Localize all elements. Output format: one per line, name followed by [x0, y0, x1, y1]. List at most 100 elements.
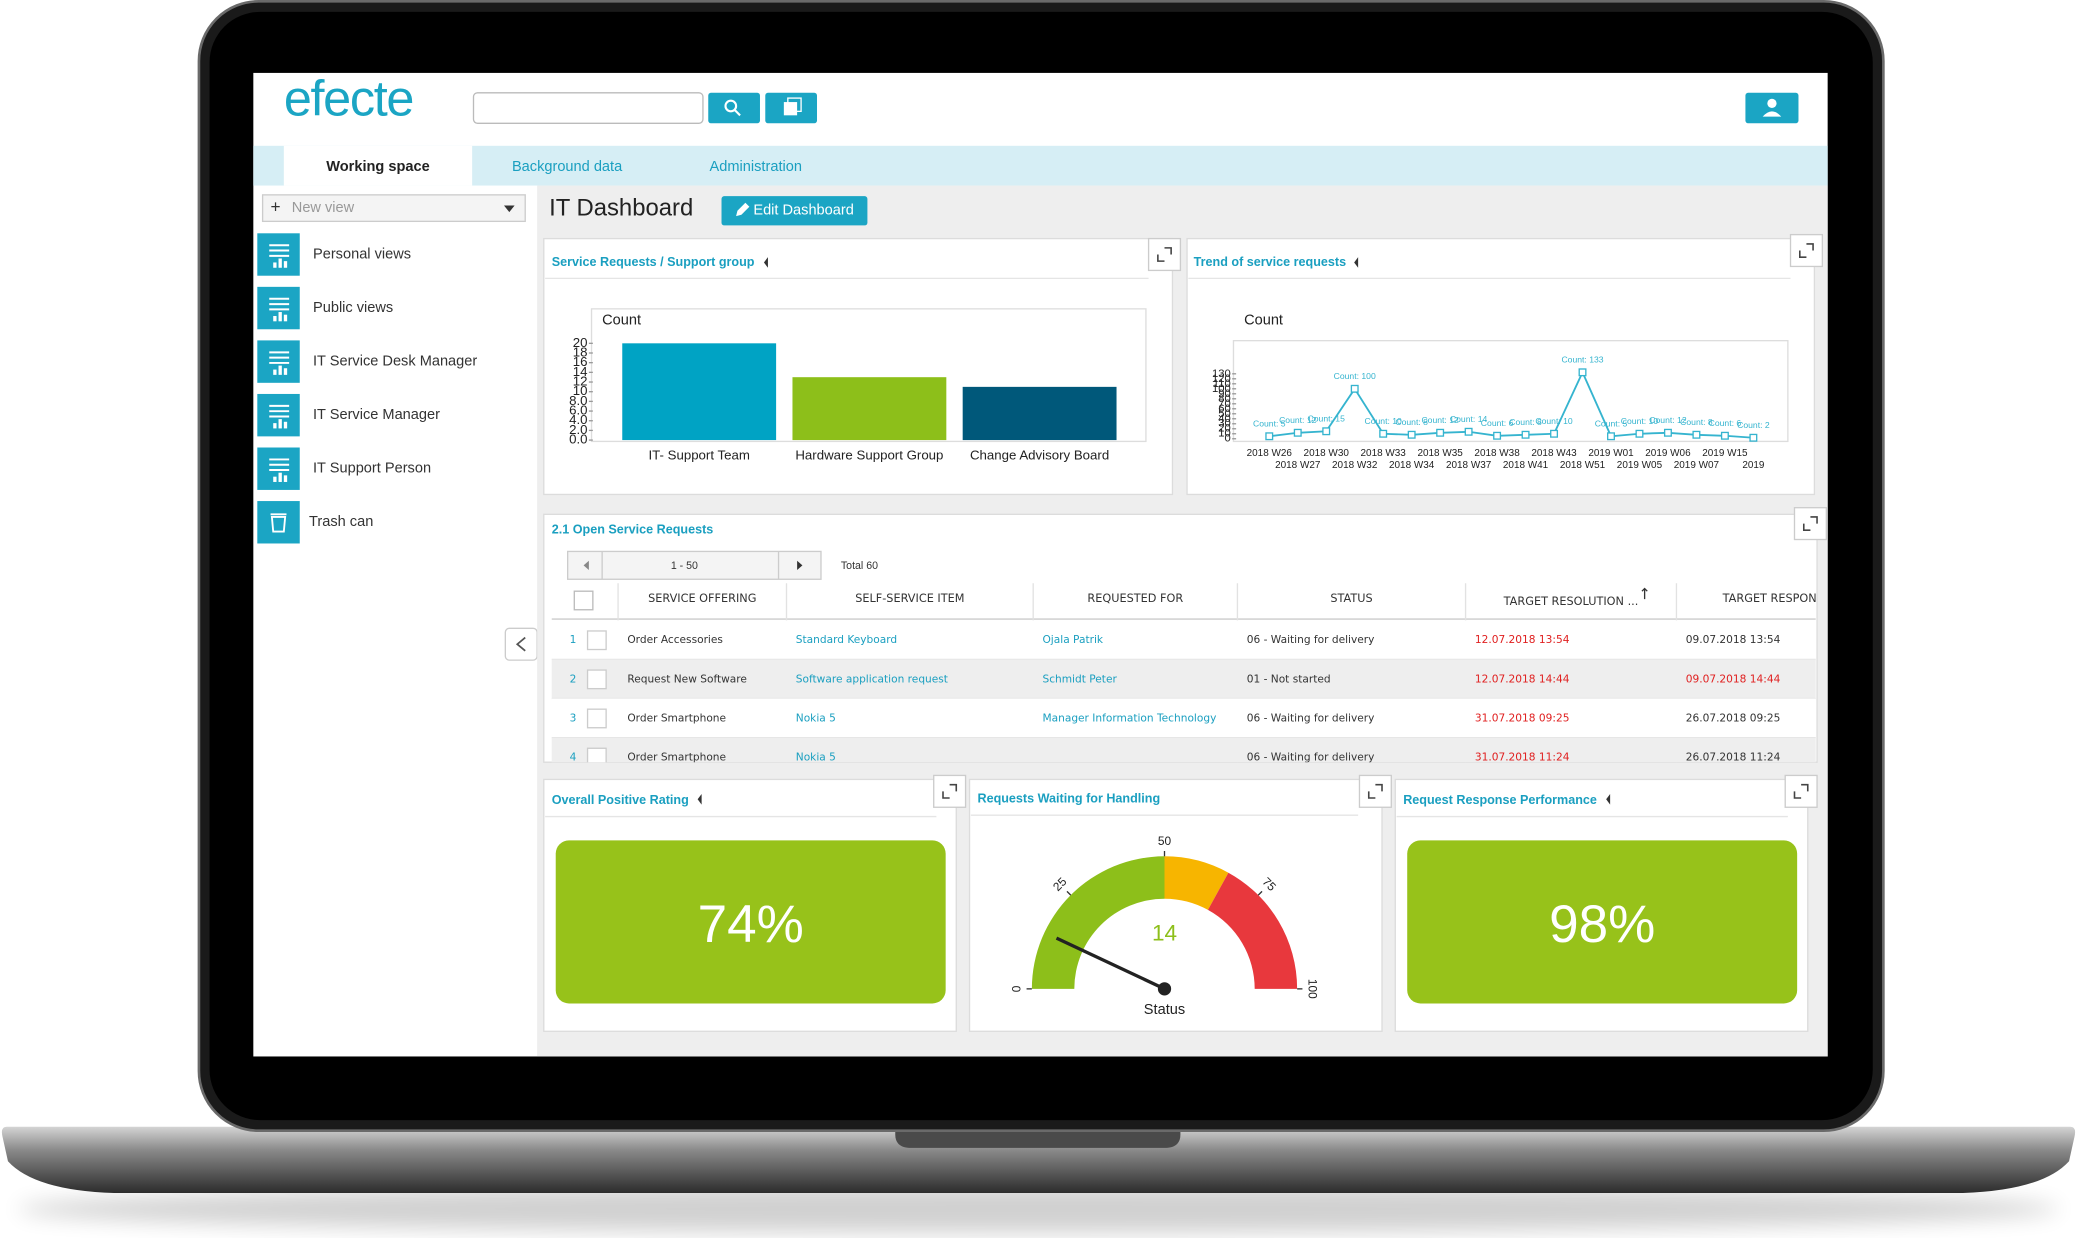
table-cell[interactable]: Software application request: [796, 673, 948, 685]
checkbox[interactable]: [586, 708, 607, 729]
expand-button[interactable]: [1784, 774, 1818, 808]
data-label: Count: 10: [1535, 416, 1573, 426]
bar-icon: [283, 368, 288, 375]
table-cell[interactable]: Standard Keyboard: [796, 634, 897, 646]
point: [1720, 431, 1729, 440]
bar-icon: [273, 369, 277, 375]
bar-icon: [283, 261, 288, 268]
expand-button[interactable]: [1789, 233, 1824, 268]
y-tick-label: 110: [1213, 378, 1231, 390]
y-tick-label: 100: [1212, 383, 1231, 395]
table-row[interactable]: [551, 620, 1817, 660]
expand-button[interactable]: [1147, 237, 1182, 272]
table-cell[interactable]: Ojala Patrik: [1042, 634, 1103, 646]
title-caret: [697, 794, 702, 805]
table-cell[interactable]: Nokia 5: [796, 712, 836, 724]
table-cell: 12.07.2018 13:54: [1475, 634, 1570, 646]
column-header: REQUESTED FOR: [1087, 592, 1183, 605]
table-cell: 26.07.2018 11:24: [1686, 752, 1781, 764]
edit-button[interactable]: [721, 196, 868, 226]
expand-icon: [1157, 247, 1172, 262]
trash-icon: [270, 513, 287, 533]
sidebar-icon: [257, 393, 300, 437]
x-tick-label: 2018 W27: [1275, 460, 1321, 471]
point: [1550, 429, 1559, 438]
tab[interactable]: Background data: [512, 159, 623, 175]
plot-area: [590, 308, 1147, 443]
expand-button[interactable]: [1358, 774, 1392, 808]
data-label: Count: 10: [1621, 416, 1659, 426]
tab[interactable]: Administration: [710, 159, 802, 175]
tab[interactable]: Working space: [326, 159, 429, 175]
gauge-band: [1207, 872, 1298, 989]
x-tick-label: 2019: [1742, 460, 1765, 471]
column-header: SERVICE OFFERING: [648, 592, 756, 605]
checkbox[interactable]: [573, 590, 594, 611]
collapse-button[interactable]: [504, 627, 538, 661]
bar-icon: [273, 423, 277, 429]
table-cell: 12.07.2018 14:44: [1475, 673, 1570, 685]
sidebar-icon: [257, 233, 300, 276]
expand-button[interactable]: [1793, 507, 1827, 541]
pager-total: Total 60: [841, 560, 878, 572]
pager-next[interactable]: [797, 560, 803, 570]
table-cell[interactable]: Nokia 5: [796, 752, 836, 764]
point: [1578, 368, 1587, 377]
y-tick-label: 12: [573, 374, 588, 389]
expand-icon: [1799, 243, 1814, 258]
pager-prev[interactable]: [583, 560, 589, 570]
widget-title: Request Response Performance: [1403, 793, 1597, 807]
expand-button[interactable]: [933, 774, 967, 808]
column-header: TARGET RESOLUTION ...: [1503, 595, 1639, 608]
table-cell[interactable]: Schmidt Peter: [1042, 673, 1117, 685]
page-title: IT Dashboard: [549, 195, 693, 222]
bar-icon: [278, 472, 282, 482]
active-tab[interactable]: [283, 145, 473, 186]
gauge-tick-label: 100: [1306, 979, 1320, 999]
gauge-label: Status: [1144, 1002, 1185, 1018]
search-button[interactable]: [708, 92, 760, 124]
title-caret: [1606, 794, 1611, 805]
table-cell: 06 - Waiting for delivery: [1247, 712, 1375, 724]
table-cell: 31.07.2018 11:24: [1475, 752, 1570, 764]
checkbox[interactable]: [586, 630, 607, 651]
table-cell: 06 - Waiting for delivery: [1247, 634, 1375, 646]
x-tick-label: 2018 W43: [1531, 448, 1577, 459]
sidebar-item[interactable]: IT Service Manager: [313, 407, 440, 423]
bar: [622, 343, 777, 441]
widget: [1186, 237, 1816, 496]
sidebar-item[interactable]: Public views: [313, 300, 393, 316]
table-row[interactable]: [551, 737, 1817, 777]
table-cell: 3: [570, 712, 577, 724]
sort-icon: [1641, 587, 1648, 600]
sidebar-item[interactable]: Trash can: [309, 514, 373, 530]
needle-hub: [1157, 982, 1172, 996]
table-row[interactable]: [551, 659, 1817, 699]
y-tick-label: 20: [1218, 423, 1231, 435]
sidebar-icon: [257, 447, 300, 490]
sidebar-item[interactable]: IT Service Desk Manager: [313, 353, 477, 369]
checkbox[interactable]: [586, 747, 607, 767]
widget-title: Service Requests / Support group: [552, 255, 755, 269]
widget-title: Trend of service requests: [1194, 255, 1346, 269]
needle: [1055, 936, 1166, 991]
sidebar-icon: [257, 286, 300, 330]
new-view-dropdown[interactable]: [261, 194, 526, 223]
widget: [968, 778, 1383, 1032]
x-tick-label: 2018 W26: [1247, 448, 1293, 459]
bar-icon: [273, 262, 277, 268]
point: [1692, 430, 1701, 439]
sidebar-item[interactable]: Personal views: [313, 246, 411, 262]
point: [1379, 429, 1388, 438]
edit-button-label[interactable]: Edit Dashboard: [753, 203, 854, 219]
table-cell[interactable]: Manager Information Technology: [1042, 712, 1216, 724]
data-label: Count: 10: [1365, 416, 1403, 426]
sidebar-item[interactable]: IT Support Person: [313, 461, 431, 477]
checkbox[interactable]: [586, 669, 607, 690]
table-row[interactable]: [551, 698, 1817, 738]
x-tick-label: 2019 W07: [1674, 460, 1720, 471]
table-cell: 26.07.2018 09:25: [1686, 712, 1781, 724]
search-input[interactable]: [472, 92, 704, 124]
axis-title: Count: [602, 313, 641, 329]
point: [1265, 432, 1274, 441]
